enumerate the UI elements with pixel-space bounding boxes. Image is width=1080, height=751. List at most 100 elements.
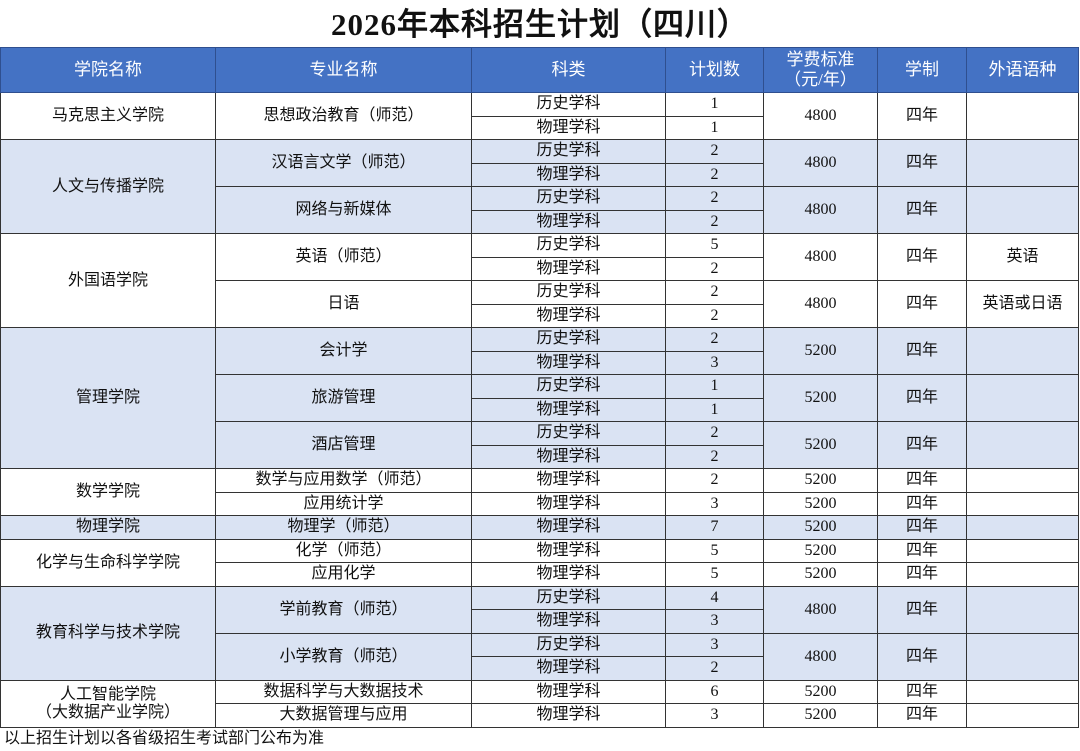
- foreign-language: [966, 515, 1079, 540]
- major-name: 小学教育（师范）: [215, 632, 472, 681]
- major-name: 应用统计学: [215, 491, 472, 516]
- college-header: 学院名称: [0, 47, 216, 93]
- college-cell: 教育科学与技术学院: [0, 585, 216, 681]
- major-name: 学前教育（师范）: [215, 585, 472, 634]
- study-years: 四年: [877, 562, 967, 587]
- table-row: 小学教育（师范） 历史学科 3 4800 四年: [1, 632, 1079, 681]
- college-name: 管理学院: [75, 389, 140, 406]
- subject: 历史学科: [471, 585, 666, 610]
- plan-count: 2: [665, 468, 764, 493]
- college-cell: 管理学院: [0, 327, 216, 469]
- plan-count: 2: [665, 444, 764, 469]
- plan-count: 2: [665, 303, 764, 328]
- foreign-language: 英语: [966, 233, 1079, 281]
- college-cell: 化学与生命科学学院: [0, 538, 216, 587]
- plan-count: 1: [665, 397, 764, 422]
- table-row: 外国语学院 英语（师范） 历史学科 5 4800 四年 英语: [0, 233, 1079, 328]
- plan-count: 2: [665, 256, 764, 281]
- table-row: 马克思主义学院 思想政治教育（师范） 历史学科 1 4800 四年: [0, 92, 1079, 140]
- table-body: 马克思主义学院 思想政治教育（师范） 历史学科 1 4800 四年 物理学科 1 人文与传播学院…: [0, 92, 1079, 728]
- college-cell: 马克思主义学院: [0, 92, 216, 140]
- subject: 物理学科: [471, 538, 666, 563]
- table-row: 应用化学 物理学科 5 5200 四年: [1, 562, 1079, 587]
- college-cell: 人文与传播学院: [0, 139, 216, 234]
- foreign-language: [966, 585, 1079, 634]
- subject: 物理学科: [471, 491, 666, 516]
- college-cell: 人工智能学院 （大数据产业学院）: [0, 679, 216, 728]
- tuition-fee: 5200: [763, 421, 878, 469]
- college-cell: 物理学院: [0, 515, 216, 540]
- subject: 物理学科: [471, 162, 666, 187]
- table-row: 物理学科 2: [1, 303, 1079, 328]
- subject-header: 科类: [471, 47, 666, 93]
- subject: 历史学科: [471, 374, 666, 399]
- major-name: 大数据管理与应用: [215, 703, 472, 728]
- major-name: 网络与新媒体: [215, 186, 472, 234]
- foreign-language: [966, 562, 1079, 587]
- subject: 物理学科: [471, 209, 666, 234]
- plan-count: 2: [665, 209, 764, 234]
- major-name: 思想政治教育（师范）: [215, 92, 472, 140]
- table-row: 物理学科 2: [1, 444, 1079, 469]
- footer-note: 以上招生计划以各省级招生考试部门公布为准: [4, 730, 325, 747]
- study-years: 四年: [877, 538, 967, 563]
- table-row: 物理学科 1: [1, 115, 1079, 140]
- table-row: 网络与新媒体 历史学科 2 4800 四年: [1, 186, 1079, 234]
- subject: 历史学科: [471, 280, 666, 305]
- subject: 历史学科: [471, 421, 666, 446]
- table-row: 教育科学与技术学院 学前教育（师范） 历史学科 4 4800 四年: [0, 585, 1079, 681]
- subject: 历史学科: [471, 632, 666, 657]
- tuition-fee: 5200: [763, 679, 878, 704]
- tuition-fee: 5200: [763, 374, 878, 422]
- college-name: 教育科学与技术学院: [35, 624, 180, 641]
- foreign-language: [966, 421, 1079, 469]
- subject: 物理学科: [471, 397, 666, 422]
- tuition-fee: 5200: [763, 515, 878, 540]
- plan-count: 5: [665, 538, 764, 563]
- study-years: 四年: [877, 491, 967, 516]
- major-name: 汉语言文学（师范）: [215, 139, 472, 187]
- study-years: 四年: [877, 139, 967, 187]
- subject: 物理学科: [471, 562, 666, 587]
- table-row: 化学与生命科学学院 化学（师范） 物理学科 5 5200 四年: [0, 538, 1079, 587]
- subject: 物理学科: [471, 444, 666, 469]
- study-years: 四年: [877, 421, 967, 469]
- foreign-language: [966, 186, 1079, 234]
- table-row: 酒店管理 历史学科 2 5200 四年: [1, 421, 1079, 469]
- table-row: 物理学科 3: [1, 609, 1079, 634]
- college-alt-name: （大数据产业学院）: [35, 703, 180, 721]
- college-name: 人文与传播学院: [51, 177, 164, 195]
- plan-count: 2: [665, 421, 764, 446]
- subject: 历史学科: [471, 233, 666, 258]
- study-years: 四年: [877, 280, 967, 328]
- table-row: 物理学科 2: [1, 162, 1079, 187]
- subject: 历史学科: [471, 92, 666, 117]
- plan-count: 1: [665, 374, 764, 399]
- plan-count: 7: [665, 515, 764, 540]
- tuition-fee: 5200: [763, 468, 878, 493]
- table-row: 人工智能学院 （大数据产业学院） 数据科学与大数据技术 物理学科 6 5200 四年: [0, 679, 1079, 728]
- count-header: 计划数: [665, 47, 764, 93]
- table-row: 物理学科 2: [1, 656, 1079, 681]
- major-name: 英语（师范）: [215, 233, 472, 281]
- plan-count: 2: [665, 139, 764, 164]
- major-header: 专业名称: [215, 47, 472, 93]
- subject: 物理学科: [471, 350, 666, 375]
- college-name: 数学学院: [75, 483, 140, 500]
- table-row: 管理学院 会计学 历史学科 2 5200 四年: [0, 327, 1079, 469]
- major-name: 旅游管理: [215, 374, 472, 422]
- foreign-language: [966, 679, 1079, 704]
- study-years: 四年: [877, 327, 967, 375]
- tuition-fee: 4800: [763, 585, 878, 634]
- foreign-language: [966, 632, 1079, 681]
- major-name: 物理学（师范）: [215, 515, 472, 540]
- plan-count: 2: [665, 656, 764, 681]
- foreign-language: [966, 92, 1079, 140]
- foreign-language: [966, 374, 1079, 422]
- foreign-language: [966, 327, 1079, 375]
- plan-count: 2: [665, 162, 764, 187]
- subject: 物理学科: [471, 515, 666, 540]
- college-name: 化学与生命科学学院: [35, 553, 180, 571]
- study-years: 四年: [877, 233, 967, 281]
